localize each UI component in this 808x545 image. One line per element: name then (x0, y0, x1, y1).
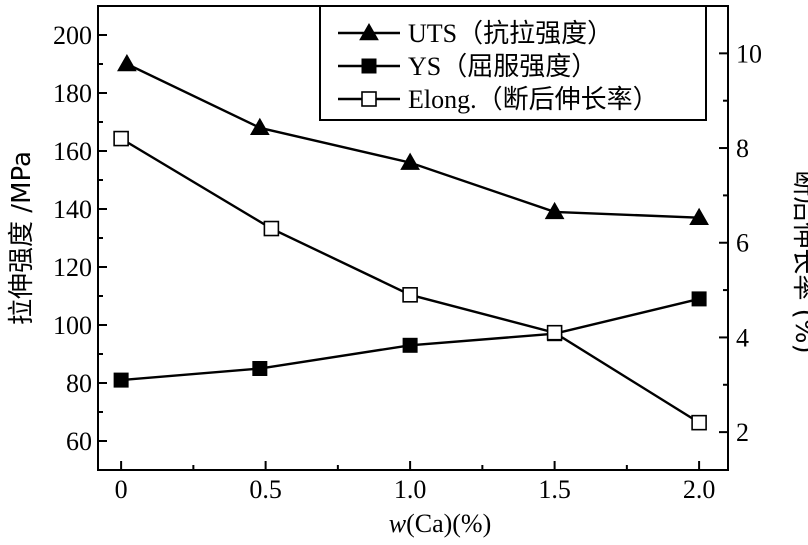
data-point (113, 372, 129, 388)
data-point (113, 130, 129, 147)
y-right-tick-label: 4 (736, 323, 749, 352)
x-tick-label: 0.5 (249, 475, 282, 504)
y-left-tick-label: 120 (53, 253, 92, 282)
x-axis-title-variable: w (389, 509, 407, 538)
y-left-tick-label: 60 (66, 427, 92, 456)
y-axis-left-title: 拉伸强度 /MPa (7, 151, 37, 325)
legend-label: YS（屈服强度） (408, 52, 597, 81)
data-point (263, 220, 280, 237)
y-right-tick-label: 8 (736, 134, 749, 163)
x-axis-title: w(Ca)(%) (389, 509, 492, 538)
data-point (400, 152, 420, 170)
legend-label: Elong.（断后伸长率） (408, 85, 659, 114)
data-point (689, 207, 709, 225)
data-point (544, 201, 565, 220)
legend-marker (359, 22, 379, 41)
series-2 (113, 130, 707, 431)
y-left-tick-label: 100 (53, 311, 92, 340)
legend-marker (361, 91, 377, 107)
series-layer (113, 53, 709, 431)
data-point (252, 361, 268, 376)
y-right-tick-label: 2 (736, 418, 749, 447)
data-point (691, 291, 707, 307)
x-tick-label: 0 (115, 475, 128, 504)
data-point (546, 324, 563, 341)
y-left-tick-label: 140 (53, 195, 92, 224)
data-point (402, 337, 418, 353)
series-0 (117, 53, 709, 225)
y-left-tick-label: 200 (53, 21, 92, 50)
axes: 0 0.5 1.0 1.5 2.0 60 80 100 120 140 160 180 200 2 4 6 8 1… (53, 5, 762, 504)
y-axis-right-title: 断后伸长率 (%) (789, 170, 808, 353)
x-tick-label: 1.0 (394, 475, 427, 504)
data-point (691, 414, 707, 431)
legend-box (319, 5, 707, 121)
x-tick-label: 2.0 (683, 475, 716, 504)
y-left-tick-label: 160 (53, 137, 92, 166)
y-left-tick-label: 80 (66, 369, 92, 398)
y-right-tick-label: 10 (736, 39, 762, 68)
x-axis-title-rest: (Ca)(%) (406, 509, 491, 538)
legend-marker (361, 58, 377, 74)
x-tick-label: 1.5 (538, 475, 571, 504)
legend: UTS（抗拉强度） YS（屈服强度） Elong.（断后伸长率） (319, 5, 707, 121)
legend-label: UTS（抗拉强度） (408, 19, 613, 48)
data-point (117, 53, 137, 72)
series-line (120, 137, 700, 424)
y-left-tick-label: 180 (53, 79, 92, 108)
data-point (249, 117, 270, 136)
y-right-tick-label: 6 (736, 229, 749, 258)
data-point (402, 287, 418, 303)
